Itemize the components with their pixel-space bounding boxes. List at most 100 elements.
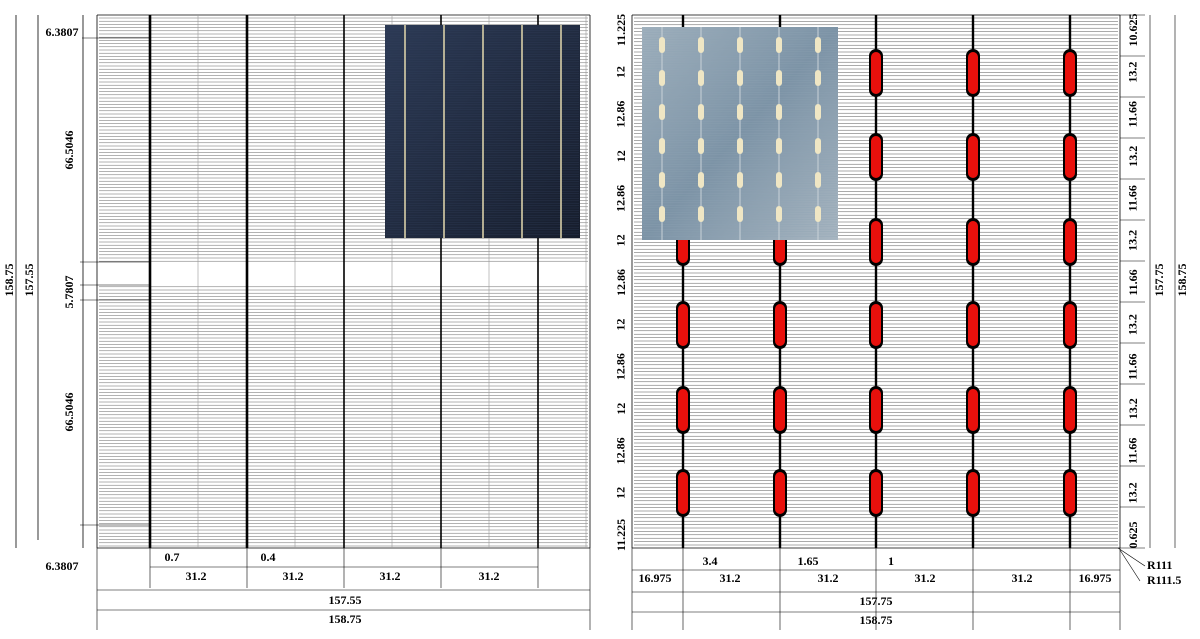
dimension-label: 13.2 (1126, 146, 1140, 167)
dimension-label: 11.66 (1126, 438, 1140, 464)
photo-pad (698, 104, 704, 120)
dimension-label: 31.2 (283, 569, 304, 583)
dimension-label: 13.2 (1126, 230, 1140, 251)
dimension-label: 31.2 (720, 571, 741, 585)
dimension-label: 11.66 (1126, 269, 1140, 295)
pad (678, 389, 688, 431)
photo-pad (737, 172, 743, 188)
photo-pad (659, 104, 665, 120)
pad (775, 304, 785, 346)
pad (775, 472, 785, 514)
photo-pad (737, 138, 743, 154)
dimension-label: 157.55 (22, 264, 36, 297)
dimension-label: 158.75 (329, 612, 362, 626)
radius-label: R111.5 (1147, 573, 1181, 587)
dimension-label: 12 (614, 487, 628, 499)
pad (871, 389, 881, 431)
photo-pad (776, 206, 782, 222)
dimension-label: 6.3807 (46, 25, 79, 39)
dimension-label: 158.75 (1175, 264, 1189, 297)
pad (968, 136, 978, 178)
dimension-label: 13.2 (1126, 314, 1140, 335)
photo-pad (776, 70, 782, 86)
dimension-label: 5.7807 (62, 276, 76, 309)
dimension-label: 13.2 (1126, 62, 1140, 83)
photo-pad (776, 172, 782, 188)
line (1117, 547, 1146, 567)
pad (968, 52, 978, 94)
dimension-label: 11.66 (1126, 101, 1140, 127)
pad (1065, 52, 1075, 94)
dimension-label: 12.86 (614, 269, 628, 296)
dimension-label: 16.975 (639, 571, 672, 585)
photo-pad (698, 70, 704, 86)
photo-pad (776, 37, 782, 53)
dimension-label: 157.75 (1152, 264, 1166, 297)
photo-pad (659, 37, 665, 53)
photo-pad (659, 206, 665, 222)
dimension-label: 158.75 (2, 264, 16, 297)
pad (968, 304, 978, 346)
dimension-label: 0.4 (261, 550, 276, 564)
layer: 6.3807 66.5046 5.7807 66.5046 6.3807 158.75 15… (2, 14, 1189, 630)
radius-label: R111 (1147, 558, 1172, 572)
photo-pad (737, 37, 743, 53)
dimension-label: 11.66 (1126, 185, 1140, 211)
photo-pad (776, 138, 782, 154)
label-box (40, 26, 82, 40)
pad (678, 472, 688, 514)
dimension-label: 13.2 (1126, 398, 1140, 419)
dimension-label: 31.2 (380, 569, 401, 583)
dimension-label: 12.86 (614, 353, 628, 380)
dimension-label: 16.975 (1079, 571, 1112, 585)
pad (1065, 304, 1075, 346)
photo-pad (659, 172, 665, 188)
dimension-label: 12 (614, 66, 628, 78)
photo-pad (659, 138, 665, 154)
pad (678, 304, 688, 346)
dimension-label: 31.2 (818, 571, 839, 585)
dimension-label: 31.2 (186, 569, 207, 583)
photo-pad (737, 70, 743, 86)
pad (871, 136, 881, 178)
photo-pad (815, 70, 821, 86)
dimension-label: 12 (614, 150, 628, 162)
photo-pad (815, 206, 821, 222)
photo-pad (776, 104, 782, 120)
photo-pad (815, 138, 821, 154)
photo-pad (737, 206, 743, 222)
dimension-label: 10.625 (1126, 14, 1140, 47)
photo-pad (698, 172, 704, 188)
dimension-label: 66.5046 (62, 131, 76, 170)
photo-pad (737, 104, 743, 120)
pad (1065, 389, 1075, 431)
dimension-label: 12.86 (614, 185, 628, 212)
dimension-label: 12 (614, 319, 628, 331)
photo-pad (698, 206, 704, 222)
dimension-label: 3.4 (703, 554, 718, 568)
dimension-label: 12.86 (614, 437, 628, 464)
dimension-label: 6.3807 (46, 559, 79, 573)
pad (871, 304, 881, 346)
pad (968, 389, 978, 431)
pad (871, 221, 881, 263)
line (1119, 549, 1141, 582)
photo-pad (815, 104, 821, 120)
dimension-label: 158.75 (860, 613, 893, 627)
photo-pad (815, 172, 821, 188)
pad (1065, 221, 1075, 263)
pad (968, 472, 978, 514)
dimension-label: 157.75 (860, 594, 893, 608)
pad (871, 472, 881, 514)
pad (1065, 472, 1075, 514)
dimension-label: 12.86 (614, 101, 628, 128)
photo-pad (659, 70, 665, 86)
dimension-label: 66.5046 (62, 393, 76, 432)
pad (1065, 136, 1075, 178)
dimension-label: 31.2 (915, 571, 936, 585)
dimension-label: 1.65 (798, 554, 819, 568)
dimension-label: 12 (614, 234, 628, 246)
dimension-label: 0.625 (1126, 522, 1140, 549)
photo-pad (698, 138, 704, 154)
